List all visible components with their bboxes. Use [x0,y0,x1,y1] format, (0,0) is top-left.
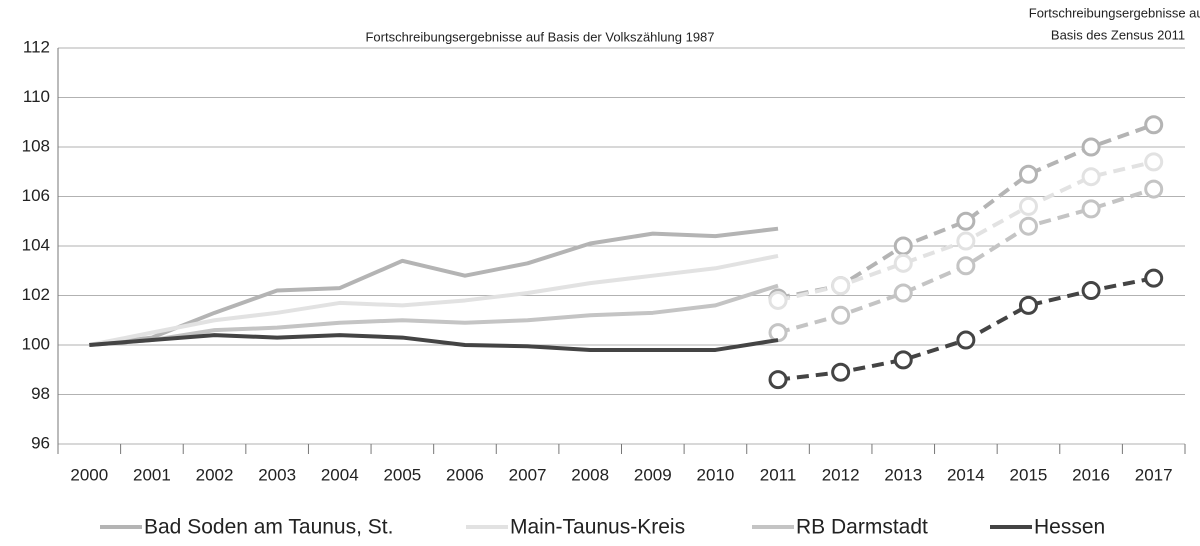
y-tick-label: 112 [23,37,50,56]
x-tick-label: 2012 [822,465,860,484]
annotation: Basis des Zensus 2011 [1051,27,1185,42]
y-tick-label: 98 [31,384,50,403]
marker [768,323,788,343]
line [89,283,779,347]
marker [831,276,851,296]
x-tick-label: 2009 [634,465,672,484]
marker [1018,295,1038,315]
marker [1144,115,1164,135]
legend-label: Bad Soden am Taunus, St. [144,516,393,539]
marker [1081,199,1101,219]
marker [1144,152,1164,172]
line [89,226,779,347]
x-tick-label: 2008 [571,465,609,484]
x-tick-label: 2013 [884,465,922,484]
x-tick-label: 2014 [947,465,985,484]
x-tick-label: 2005 [383,465,421,484]
y-tick-label: 96 [31,433,50,452]
marker [1081,167,1101,187]
line [89,333,779,352]
x-tick-label: 2010 [697,465,735,484]
marker [1144,268,1164,288]
marker [1018,196,1038,216]
marker [893,283,913,303]
marker [956,231,976,251]
annotation: Fortschreibungsergebnisse auf Basis der … [365,29,714,44]
marker [956,256,976,276]
marker [956,330,976,350]
x-tick-label: 2011 [760,465,797,484]
line [88,253,779,347]
marker [1081,137,1101,157]
x-tick-label: 2017 [1135,465,1173,484]
x-tick-label: 2016 [1072,465,1110,484]
legend-label: Hessen [1034,516,1105,539]
annotation: Fortschreibungsergebnisse auf [1029,5,1200,20]
x-tick-label: 2006 [446,465,484,484]
marker [956,211,976,231]
marker [893,253,913,273]
y-tick-label: 108 [22,136,50,155]
marker [1081,281,1101,301]
y-tick-label: 106 [22,186,50,205]
x-tick-label: 2001 [133,465,171,484]
y-tick-label: 110 [23,87,50,106]
x-tick-label: 2003 [258,465,296,484]
x-tick-label: 2015 [1010,465,1048,484]
y-tick-label: 102 [22,285,50,304]
marker [1018,216,1038,236]
y-tick-label: 100 [22,334,50,353]
marker [831,305,851,325]
marker [1144,179,1164,199]
marker [831,362,851,382]
marker [768,370,788,390]
y-tick-label: 104 [22,235,50,254]
marker [893,350,913,370]
x-tick-label: 2007 [509,465,547,484]
legend-label: Main-Taunus-Kreis [510,516,685,539]
marker [893,236,913,256]
legend-label: RB Darmstadt [796,516,928,539]
marker [768,290,788,310]
x-tick-label: 2000 [70,465,108,484]
x-tick-label: 2002 [196,465,234,484]
x-tick-label: 2004 [321,465,359,484]
marker [1018,164,1038,184]
